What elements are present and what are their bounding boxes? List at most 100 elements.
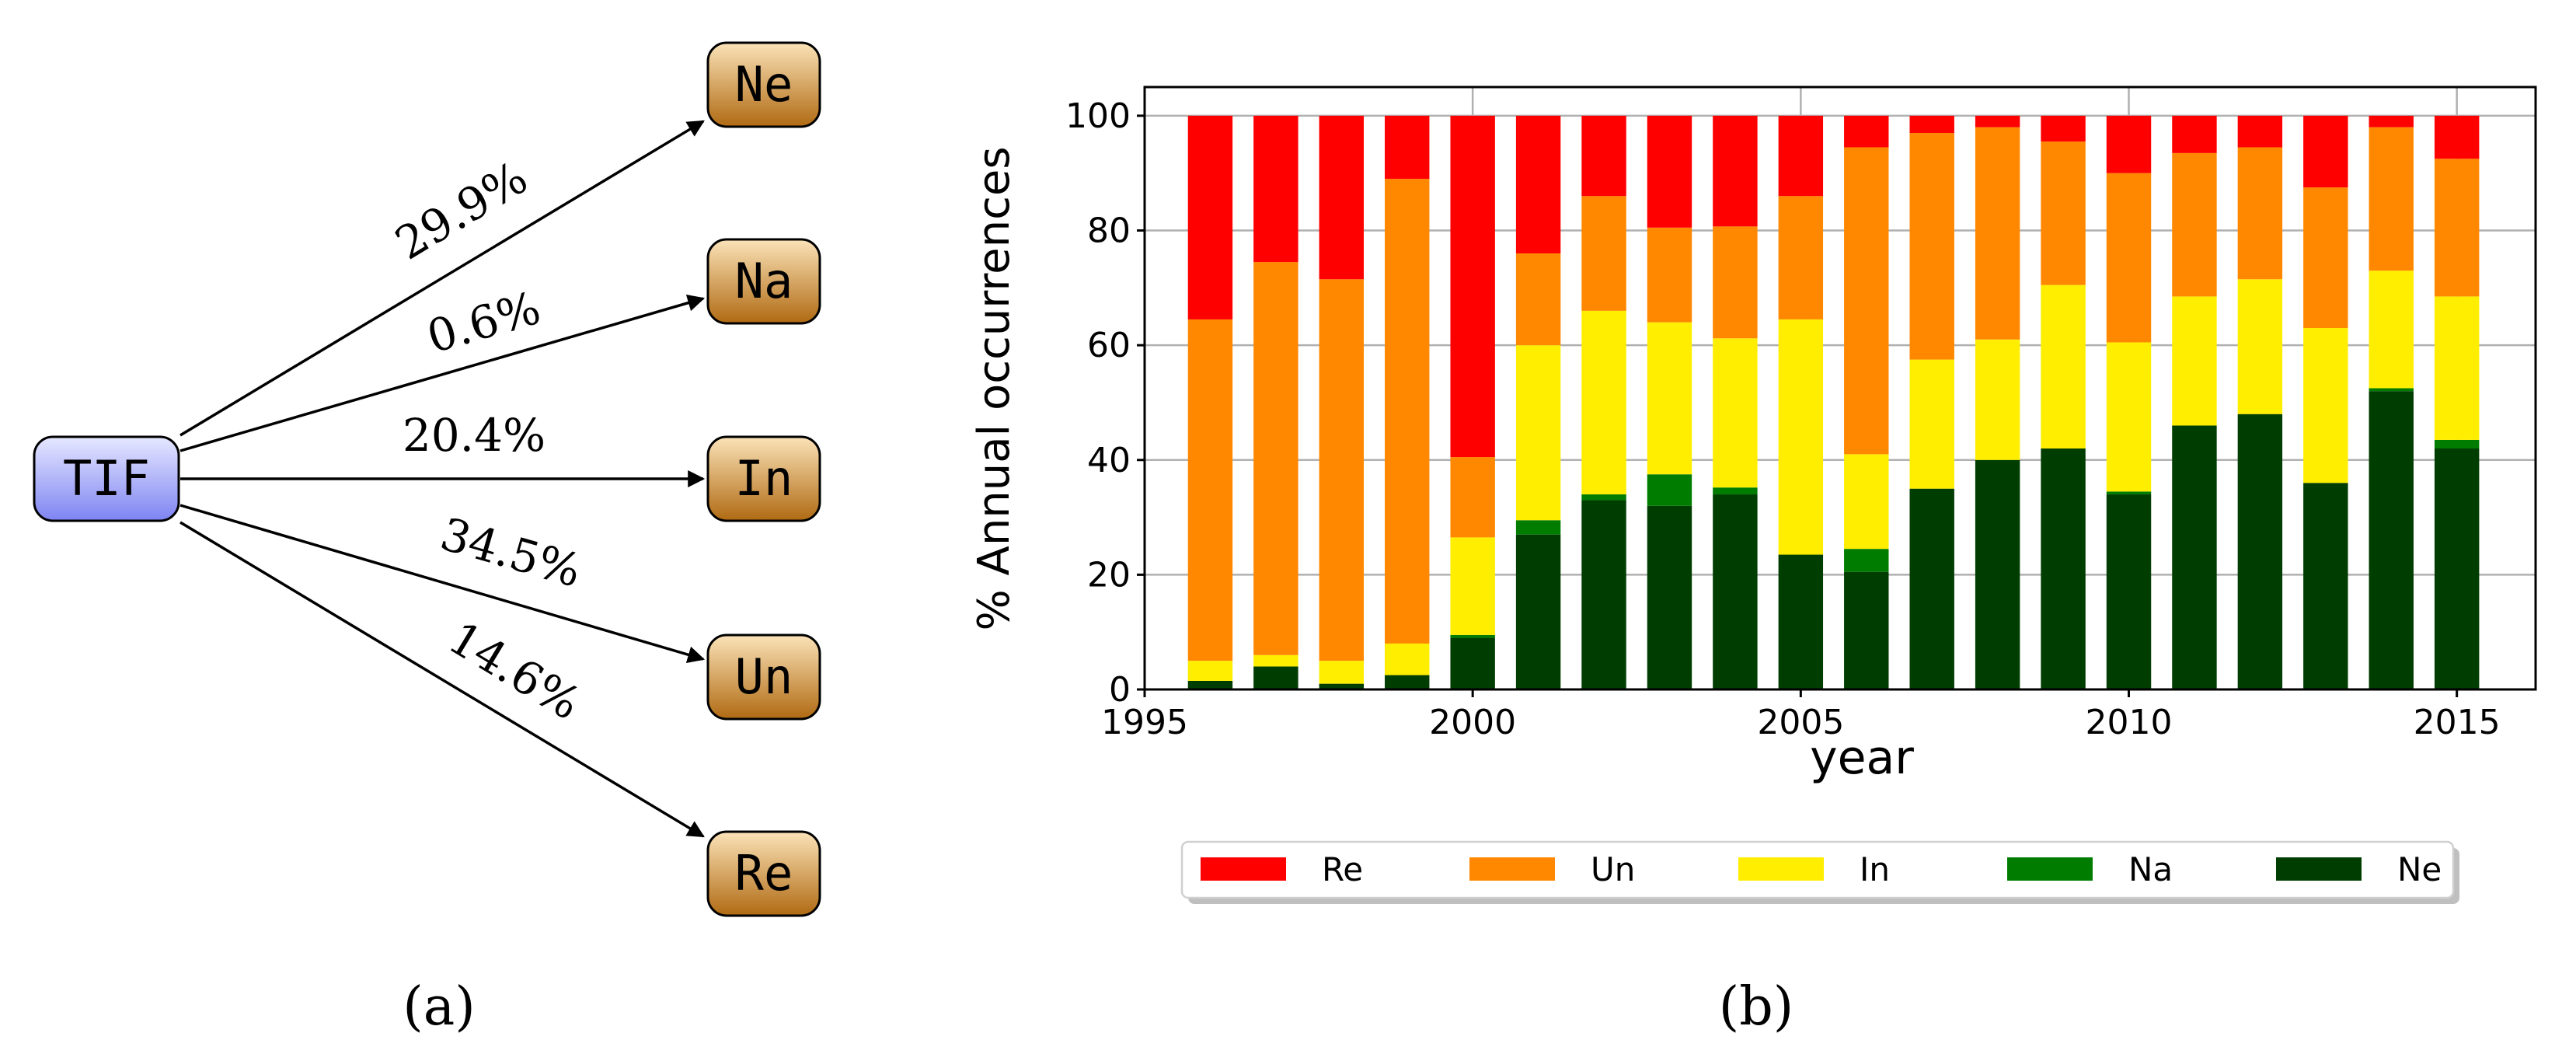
bar-segment-un-2012 (2237, 147, 2283, 280)
edge-to-ne (180, 120, 705, 437)
bar-segment-re-1997 (1253, 115, 1298, 263)
node-re-label: Re (735, 845, 793, 902)
bar-segment-re-2011 (2172, 115, 2217, 153)
bar-segment-ne-2004 (1713, 494, 1758, 689)
bar-segment-ne-2014 (2369, 391, 2414, 689)
bar-segment-in-2005 (1778, 319, 1824, 555)
bar-segment-re-2002 (1581, 115, 1626, 197)
bar-segment-re-2014 (2369, 115, 2414, 127)
edge-to-un (180, 504, 706, 663)
edge-label-na: 0.6% (421, 281, 546, 364)
x-tick-label: 2015 (2414, 703, 2501, 742)
bar-segment-re-2012 (2237, 115, 2283, 148)
bar-segment-re-2000 (1450, 115, 1495, 458)
bar-segment-na-2014 (2369, 388, 2414, 392)
bar-segment-ne-2001 (1515, 534, 1561, 689)
y-axis-ticks: 0 20 40 60 80 100 (1065, 96, 1145, 710)
y-tick-label: 0 (1109, 670, 1131, 710)
bar-segment-ne-2000 (1450, 637, 1495, 689)
y-tick-label: 60 (1087, 326, 1131, 365)
y-tick-label: 40 (1087, 441, 1131, 480)
bar-segment-ne-2012 (2237, 414, 2283, 689)
bar-segment-un-2009 (2041, 141, 2086, 285)
bar-segment-in-1998 (1319, 661, 1365, 684)
legend-label-na: Na (2128, 850, 2173, 888)
bar-segment-un-2000 (1450, 457, 1495, 538)
bar-segment-ne-1996 (1187, 680, 1233, 689)
bar-segment-un-2003 (1647, 227, 1692, 323)
bar-segment-na-2001 (1515, 520, 1561, 535)
caption-b: (b) (1719, 976, 1794, 1038)
bar-segment-re-2015 (2434, 115, 2480, 159)
bar-segment-in-2001 (1515, 345, 1561, 521)
node-na-label: Na (735, 253, 793, 309)
bar-segment-in-2000 (1450, 537, 1495, 635)
x-axis-ticks: 1995 2000 2005 2010 2015 (1101, 689, 2501, 742)
bar-segment-in-2003 (1647, 322, 1692, 475)
bar-segment-re-1996 (1187, 115, 1233, 319)
bar-segment-ne-1997 (1253, 666, 1298, 689)
panel-a-diagram: 29.9% 0.6% 20.4% 34.5% 14.6% TIF Ne Na I… (33, 41, 821, 1038)
plot-border (1143, 86, 2537, 691)
bar-segment-re-2005 (1778, 115, 1824, 197)
bar-segment-ne-2015 (2434, 448, 2480, 689)
edge-label-un: 34.5% (435, 508, 587, 598)
node-in: In (706, 435, 821, 522)
x-tick-label: 2010 (2086, 703, 2173, 742)
legend: Re Un In Na Ne (1180, 840, 2459, 904)
bar-segment-un-2002 (1581, 196, 1626, 311)
bar-segment-in-2012 (2237, 279, 2283, 414)
bar-segment-na-2002 (1581, 494, 1626, 501)
bar-segment-un-2007 (1909, 133, 1954, 360)
bar-segment-in-2006 (1844, 454, 1889, 550)
y-tick-label: 20 (1087, 555, 1131, 595)
node-tif-label: TIF (63, 450, 150, 507)
bar-segment-un-2001 (1515, 253, 1561, 346)
node-un: Un (706, 633, 821, 721)
bar-segment-re-2004 (1713, 115, 1758, 227)
plot-frame (1143, 86, 2537, 691)
bar-segment-na-2010 (2106, 491, 2152, 495)
node-un-label: Un (735, 648, 793, 705)
bar-segment-un-2014 (2369, 127, 2414, 271)
bar-segment-in-2009 (2041, 284, 2086, 448)
bar-segment-in-2010 (2106, 342, 2152, 492)
bar-segment-ne-2010 (2106, 494, 2152, 689)
bar-segment-re-1998 (1319, 115, 1365, 280)
bar-segment-ne-2007 (1909, 488, 1954, 689)
legend-label-in: In (1860, 850, 1890, 888)
bar-segment-re-1999 (1385, 115, 1430, 180)
bar-segment-un-2013 (2303, 187, 2348, 328)
bar-segment-un-1999 (1385, 179, 1430, 644)
legend-swatch-in (1738, 857, 1824, 881)
bar-segment-na-2000 (1450, 634, 1495, 638)
bar-segment-re-2001 (1515, 115, 1561, 254)
bar-segment-ne-2009 (2041, 448, 2086, 689)
bar-segment-ne-1998 (1319, 683, 1365, 689)
y-axis-label: % Annual occurrences (969, 147, 1020, 631)
bar-segment-un-2010 (2106, 173, 2152, 343)
node-ne: Ne (706, 41, 821, 128)
node-tif: TIF (33, 435, 180, 522)
x-axis-label: year (1810, 731, 1914, 785)
bar-segment-na-2003 (1647, 474, 1692, 506)
edge-to-re (180, 521, 705, 838)
bar-segment-in-1999 (1385, 643, 1430, 675)
bar-segment-un-1997 (1253, 262, 1298, 655)
bar-segment-un-2011 (2172, 152, 2217, 297)
legend-swatch-un (1469, 857, 1555, 881)
legend-swatch-ne (2276, 857, 2362, 881)
legend-label-ne: Ne (2397, 850, 2442, 888)
bar-segment-ne-2006 (1844, 571, 1889, 689)
node-re: Re (706, 830, 821, 917)
legend-swatch-re (1201, 857, 1286, 881)
bar-segment-re-2013 (2303, 115, 2348, 188)
bar-segment-re-2010 (2106, 115, 2152, 173)
edge-to-na (180, 294, 706, 452)
legend-label-re: Re (1322, 850, 1363, 888)
bar-segment-ne-2005 (1778, 554, 1824, 689)
bar-segment-un-2008 (1975, 127, 2020, 340)
bar-segment-re-2009 (2041, 115, 2086, 142)
node-in-label: In (735, 450, 793, 507)
